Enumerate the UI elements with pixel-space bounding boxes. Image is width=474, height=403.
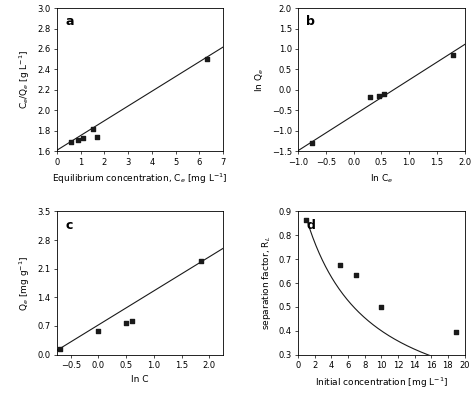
Point: [336, 262, 344, 268]
Point: [203, 56, 210, 62]
Point: [197, 257, 205, 264]
Point: [308, 140, 316, 146]
Text: c: c: [65, 218, 73, 232]
Y-axis label: Q$_e$ [mg g$^{-1}$]: Q$_e$ [mg g$^{-1}$]: [18, 256, 32, 311]
Point: [67, 139, 75, 145]
Point: [79, 135, 87, 141]
X-axis label: ln C$_e$: ln C$_e$: [370, 172, 393, 185]
Point: [128, 318, 136, 324]
Point: [93, 134, 101, 140]
Y-axis label: C$_e$/Q$_e$ [g L$^{-1}$]: C$_e$/Q$_e$ [g L$^{-1}$]: [18, 50, 32, 109]
Point: [353, 272, 360, 278]
Y-axis label: ln Q$_e$: ln Q$_e$: [254, 68, 266, 91]
X-axis label: Initial concentration [mg L$^{-1}$]: Initial concentration [mg L$^{-1}$]: [315, 376, 448, 390]
Y-axis label: separation factor, R$_L$: separation factor, R$_L$: [260, 236, 273, 330]
Point: [377, 304, 385, 310]
Point: [74, 137, 82, 143]
Point: [95, 328, 102, 334]
X-axis label: Equilibrium concentration, C$_e$ [mg L$^{-1}$]: Equilibrium concentration, C$_e$ [mg L$^…: [52, 172, 228, 187]
Text: a: a: [65, 15, 73, 28]
Point: [375, 92, 383, 99]
X-axis label: ln C: ln C: [131, 376, 149, 384]
Point: [56, 345, 64, 352]
Point: [380, 91, 388, 97]
Point: [303, 216, 310, 223]
Point: [89, 126, 96, 132]
Point: [452, 329, 460, 335]
Point: [450, 52, 457, 58]
Text: b: b: [307, 15, 315, 28]
Point: [122, 320, 130, 326]
Text: d: d: [307, 218, 315, 232]
Point: [366, 94, 374, 100]
